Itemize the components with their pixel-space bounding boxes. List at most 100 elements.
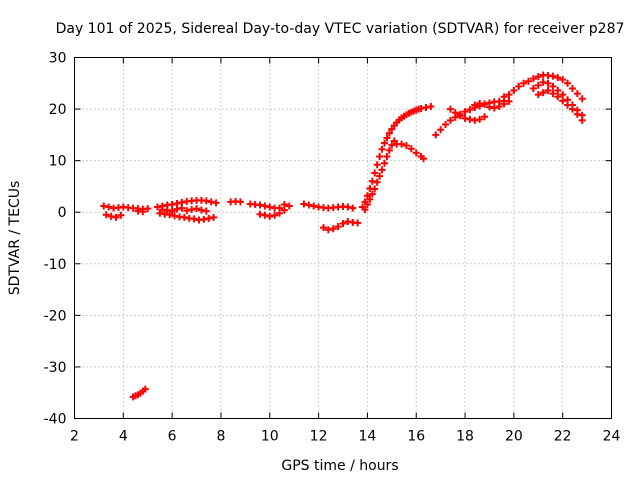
data-point bbox=[285, 202, 293, 210]
data-point bbox=[383, 153, 391, 161]
data-point bbox=[471, 101, 479, 109]
data-point bbox=[371, 185, 379, 193]
data-point bbox=[554, 87, 562, 95]
data-point bbox=[276, 209, 284, 217]
data-points bbox=[100, 71, 586, 401]
data-point bbox=[102, 211, 110, 219]
data-point bbox=[573, 110, 581, 118]
data-point bbox=[520, 79, 528, 87]
data-point bbox=[202, 207, 210, 215]
data-point bbox=[117, 211, 125, 219]
data-point bbox=[461, 108, 469, 116]
data-point bbox=[376, 172, 384, 180]
data-point bbox=[564, 79, 572, 87]
data-point bbox=[412, 149, 420, 157]
x-tick-label: 8 bbox=[216, 429, 225, 445]
x-tick-label: 10 bbox=[261, 429, 279, 445]
data-point bbox=[578, 95, 586, 103]
data-point bbox=[490, 104, 498, 112]
data-point bbox=[515, 82, 523, 90]
data-point bbox=[525, 77, 533, 85]
y-tick-label: 20 bbox=[49, 102, 67, 118]
x-axis-label: GPS time / hours bbox=[281, 458, 398, 474]
data-point bbox=[554, 93, 562, 101]
data-point bbox=[573, 90, 581, 98]
data-point bbox=[398, 140, 406, 148]
data-point bbox=[500, 100, 508, 108]
data-point bbox=[456, 112, 464, 120]
data-point bbox=[361, 206, 369, 214]
data-point bbox=[188, 206, 196, 214]
data-point bbox=[344, 217, 352, 225]
data-point bbox=[280, 200, 288, 208]
data-point bbox=[534, 73, 542, 81]
data-point bbox=[385, 146, 393, 154]
data-point bbox=[373, 178, 381, 186]
data-point bbox=[461, 114, 469, 122]
y-tick-label: -30 bbox=[44, 360, 67, 376]
data-point bbox=[380, 139, 388, 147]
data-point bbox=[417, 105, 425, 113]
data-point bbox=[385, 129, 393, 137]
data-point bbox=[210, 213, 218, 221]
data-point bbox=[266, 203, 274, 211]
data-point bbox=[310, 202, 318, 210]
data-point bbox=[368, 190, 376, 198]
data-point bbox=[495, 102, 503, 110]
data-point bbox=[446, 116, 454, 124]
x-tick-label: 18 bbox=[456, 429, 474, 445]
data-point bbox=[153, 203, 161, 211]
data-point bbox=[466, 106, 474, 114]
data-point bbox=[485, 103, 493, 111]
data-point bbox=[207, 198, 215, 206]
data-point bbox=[168, 200, 176, 208]
data-point bbox=[363, 200, 371, 208]
data-point bbox=[500, 93, 508, 101]
x-tick-label: 2 bbox=[70, 429, 79, 445]
data-point bbox=[107, 212, 115, 220]
data-point bbox=[432, 131, 440, 139]
data-point bbox=[173, 205, 181, 213]
data-point bbox=[505, 97, 513, 105]
y-tick-labels: 30 20 10 0 -10 -20 -30 -40 bbox=[44, 51, 67, 428]
data-point bbox=[544, 87, 552, 95]
data-point bbox=[402, 142, 410, 150]
data-point bbox=[183, 207, 191, 215]
data-point bbox=[529, 84, 537, 92]
data-point bbox=[549, 90, 557, 98]
data-point bbox=[481, 100, 489, 108]
data-point bbox=[319, 224, 327, 232]
data-point bbox=[344, 203, 352, 211]
data-point bbox=[197, 206, 205, 214]
data-point bbox=[256, 201, 264, 209]
data-point bbox=[166, 211, 174, 219]
x-tick-label: 22 bbox=[554, 429, 572, 445]
data-point bbox=[481, 113, 489, 121]
data-point bbox=[339, 220, 347, 228]
data-point bbox=[105, 203, 113, 211]
data-point bbox=[329, 225, 337, 233]
data-point bbox=[378, 145, 386, 153]
data-point bbox=[371, 169, 379, 177]
data-point bbox=[388, 141, 396, 149]
data-point bbox=[549, 72, 557, 80]
data-point bbox=[193, 205, 201, 213]
data-point bbox=[236, 198, 244, 206]
grid bbox=[74, 57, 612, 419]
data-point bbox=[539, 78, 547, 86]
data-point bbox=[349, 204, 357, 212]
data-point bbox=[549, 82, 557, 90]
data-point bbox=[380, 159, 388, 167]
data-point bbox=[180, 213, 188, 221]
data-point bbox=[271, 211, 279, 219]
y-axis-label: SDTVAR / TECUs bbox=[7, 181, 23, 296]
data-point bbox=[178, 204, 186, 212]
axis-ticks bbox=[74, 57, 612, 419]
y-tick-label: 30 bbox=[49, 51, 67, 67]
data-point bbox=[427, 102, 435, 110]
data-point bbox=[363, 192, 371, 200]
y-tick-label: -20 bbox=[44, 308, 67, 324]
data-point bbox=[529, 75, 537, 83]
data-point bbox=[534, 91, 542, 99]
